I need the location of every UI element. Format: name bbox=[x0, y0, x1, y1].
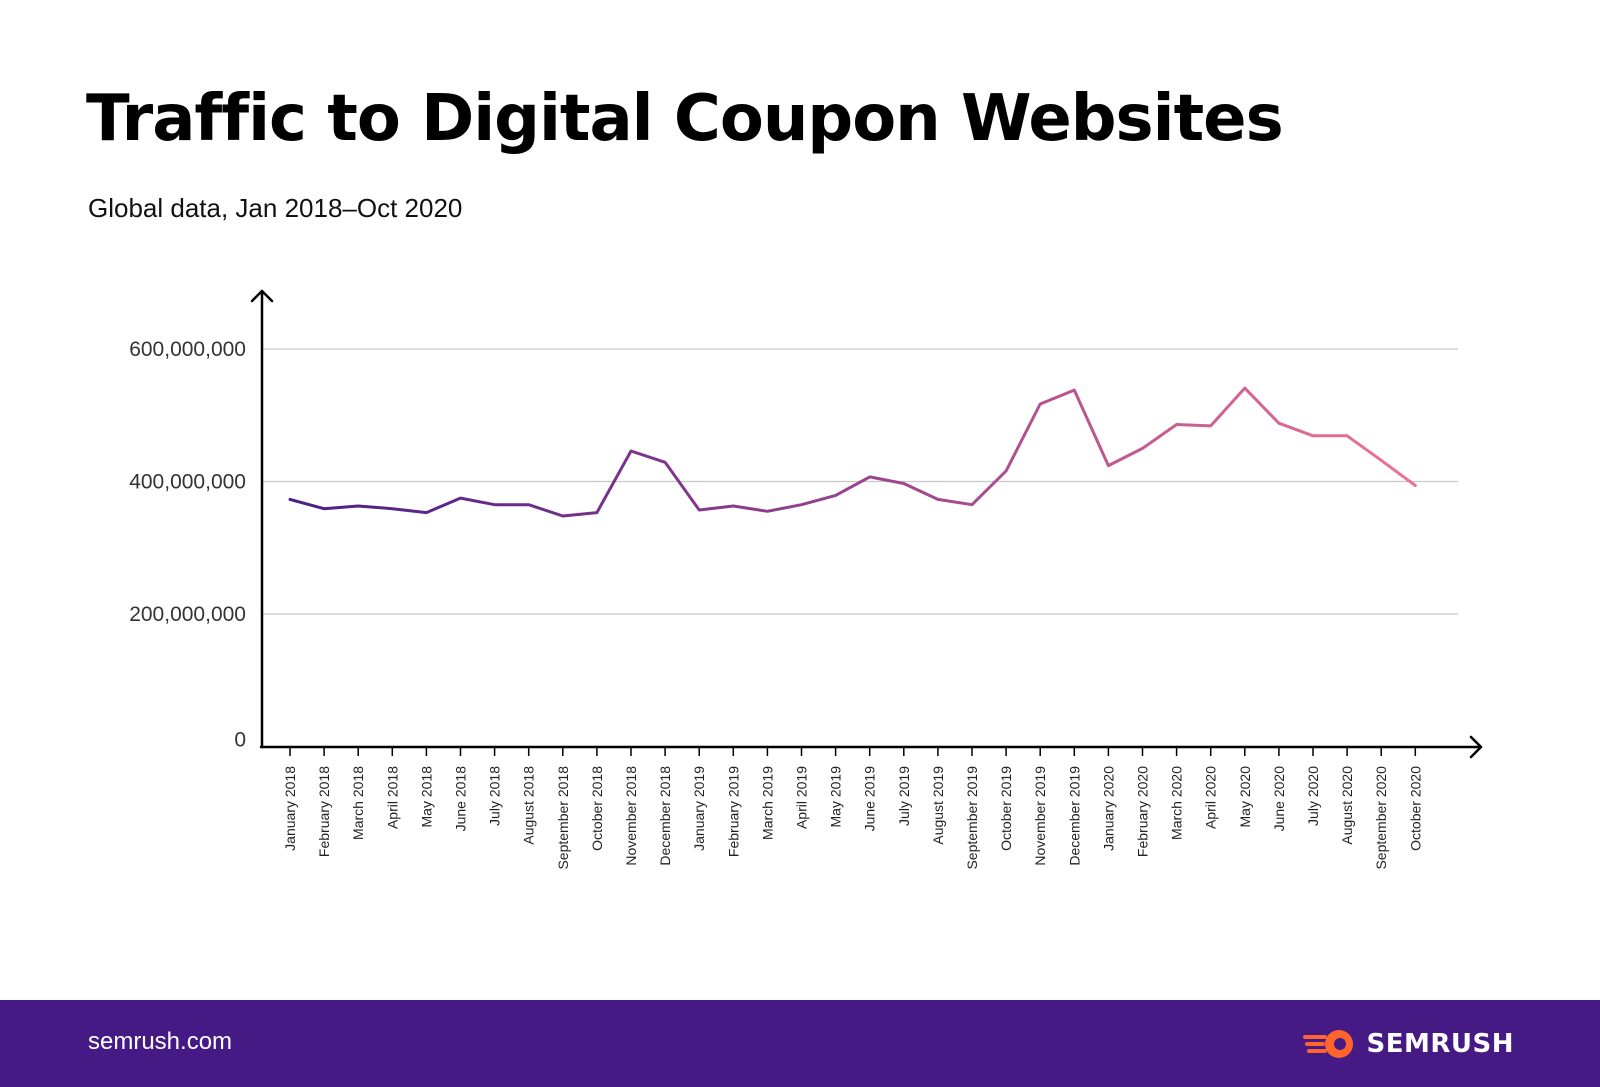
footer-bar: semrush.com SEMRUSH bbox=[0, 1000, 1600, 1087]
data-point bbox=[834, 494, 837, 497]
x-tick-label: March 2020 bbox=[1169, 766, 1185, 840]
line-chart: 0 200,000,000 400,000,000 600,000,000 Janua… bbox=[129, 289, 1483, 870]
data-point bbox=[1073, 389, 1076, 392]
x-tick-label: April 2020 bbox=[1203, 766, 1219, 829]
data-point bbox=[459, 497, 462, 500]
data-point bbox=[868, 475, 871, 478]
data-point bbox=[595, 511, 598, 514]
brand-name: SEMRUSH bbox=[1366, 1029, 1514, 1059]
data-point bbox=[1209, 424, 1212, 427]
x-tick-label: August 2019 bbox=[930, 766, 946, 845]
x-tick-label: March 2019 bbox=[759, 766, 775, 840]
data-point bbox=[1312, 434, 1315, 437]
data-point bbox=[936, 498, 939, 501]
x-tick-label: July 2019 bbox=[896, 766, 912, 826]
data-point bbox=[630, 450, 633, 453]
x-tick-label: January 2019 bbox=[691, 766, 707, 851]
x-tick-label: May 2020 bbox=[1237, 766, 1253, 828]
x-tick-label: October 2019 bbox=[998, 766, 1014, 851]
data-point bbox=[425, 511, 428, 514]
semrush-flame-logo-icon bbox=[1302, 1030, 1353, 1058]
x-tick-label: March 2018 bbox=[350, 766, 366, 840]
data-point bbox=[1346, 434, 1349, 437]
y-tick-label: 400,000,000 bbox=[129, 471, 246, 494]
x-tick-label: May 2019 bbox=[828, 766, 844, 828]
x-tick-label: October 2018 bbox=[589, 766, 605, 851]
data-point bbox=[1243, 387, 1246, 390]
data-point bbox=[1039, 402, 1042, 405]
x-tick-label: April 2018 bbox=[384, 766, 400, 829]
chart-subtitle: Global data, Jan 2018–Oct 2020 bbox=[88, 193, 463, 223]
x-tick-label: September 2020 bbox=[1373, 766, 1389, 870]
data-point bbox=[1005, 469, 1008, 472]
x-tick-label: November 2018 bbox=[623, 766, 639, 866]
x-tick-label: July 2020 bbox=[1305, 766, 1321, 826]
data-point bbox=[493, 503, 496, 506]
x-tick-label: September 2018 bbox=[555, 766, 571, 870]
data-point bbox=[527, 503, 530, 506]
chart-title: Traffic to Digital Coupon Websites bbox=[86, 82, 1284, 156]
data-point bbox=[561, 514, 564, 517]
x-tick-label: August 2020 bbox=[1339, 766, 1355, 845]
x-tick-label: December 2019 bbox=[1066, 766, 1082, 866]
x-tick-label: August 2018 bbox=[521, 766, 537, 845]
x-tick-label: February 2020 bbox=[1135, 766, 1151, 857]
y-tick-label: 600,000,000 bbox=[129, 338, 246, 361]
data-point bbox=[732, 505, 735, 508]
data-point bbox=[766, 510, 769, 513]
data-point bbox=[1107, 464, 1110, 467]
x-tick-label: January 2020 bbox=[1100, 766, 1116, 851]
data-point bbox=[1277, 422, 1280, 425]
x-tick-label: May 2018 bbox=[418, 766, 434, 828]
data-point bbox=[698, 508, 701, 511]
x-tick-label: January 2018 bbox=[282, 766, 298, 851]
data-point bbox=[289, 498, 292, 501]
x-tick-label: April 2019 bbox=[794, 766, 810, 829]
x-tick-label: November 2019 bbox=[1032, 766, 1048, 866]
y-axis bbox=[250, 289, 274, 749]
data-point bbox=[1380, 459, 1383, 462]
data-point bbox=[391, 507, 394, 510]
x-tick-label: December 2018 bbox=[657, 766, 673, 866]
data-point bbox=[357, 505, 360, 508]
x-tick-label: June 2019 bbox=[862, 766, 878, 832]
data-point bbox=[902, 482, 905, 485]
y-tick-label: 0 bbox=[234, 729, 246, 752]
x-tick-label: February 2019 bbox=[725, 766, 741, 857]
y-tick-label: 200,000,000 bbox=[129, 603, 246, 626]
x-tick-label: June 2018 bbox=[453, 766, 469, 832]
x-axis bbox=[259, 735, 1483, 759]
x-tick-label: October 2020 bbox=[1407, 766, 1423, 851]
data-point bbox=[664, 461, 667, 464]
series-line bbox=[288, 386, 1417, 518]
footer-url[interactable]: semrush.com bbox=[88, 1028, 233, 1055]
data-point bbox=[323, 507, 326, 510]
x-tick-label: February 2018 bbox=[316, 766, 332, 857]
x-tick-label: July 2018 bbox=[487, 766, 503, 826]
x-tick-label: June 2020 bbox=[1271, 766, 1287, 832]
data-point bbox=[1414, 484, 1417, 487]
brand-logo: SEMRUSH bbox=[1302, 1024, 1514, 1064]
data-point bbox=[971, 503, 974, 506]
data-point bbox=[800, 503, 803, 506]
data-point bbox=[1141, 447, 1144, 450]
x-tick-label: September 2019 bbox=[964, 766, 980, 870]
data-point bbox=[1175, 423, 1178, 426]
